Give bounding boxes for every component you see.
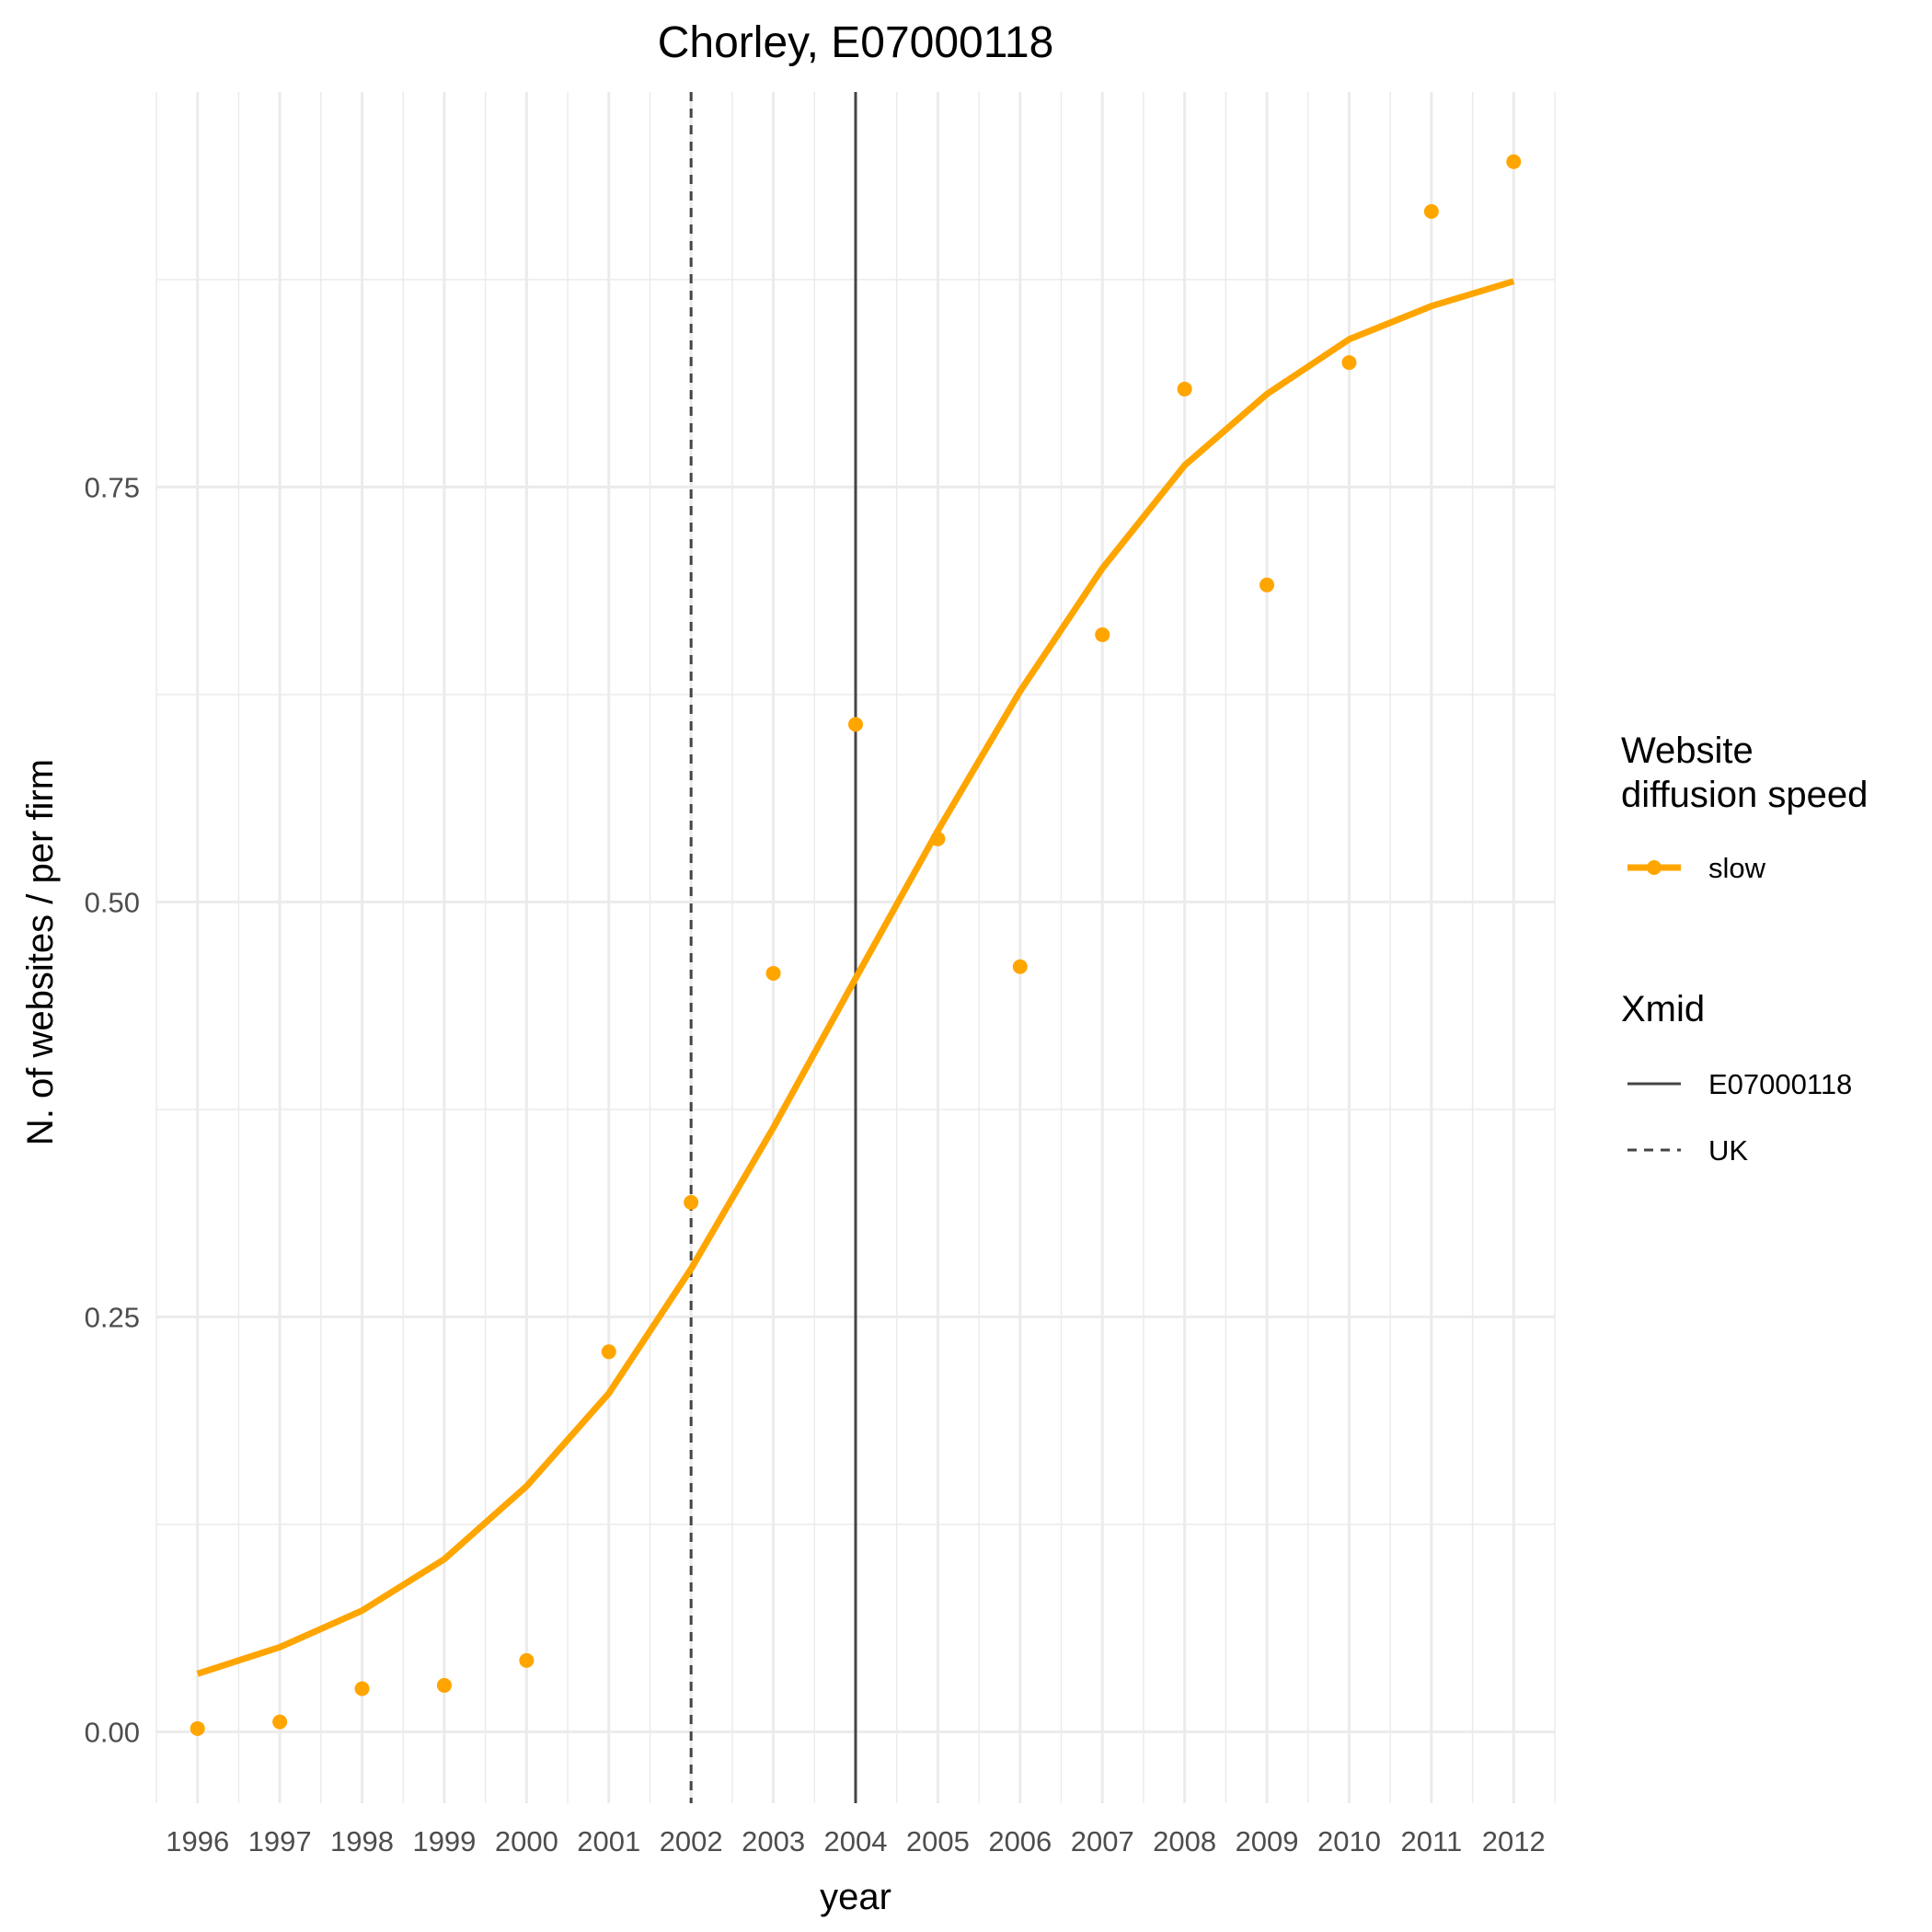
data-point-1996 — [190, 1720, 205, 1736]
x-tick-label: 2004 — [824, 1825, 888, 1857]
legend-title-xmid: Xmid — [1621, 989, 1705, 1029]
x-tick-label: 2005 — [906, 1825, 970, 1857]
y-tick-label: 0.75 — [85, 471, 140, 503]
y-axis-title: N. of websites / per firm — [20, 759, 61, 1145]
legend-label-slow: slow — [1708, 852, 1766, 884]
observed-points — [190, 154, 1522, 1736]
data-point-2008 — [1177, 381, 1192, 397]
y-tick-label: 0.00 — [85, 1716, 140, 1748]
x-tick-label: 1999 — [412, 1825, 476, 1857]
fitted-curve-slow — [196, 278, 1515, 1677]
data-point-2010 — [1341, 355, 1357, 371]
data-point-2009 — [1259, 577, 1275, 592]
plot-panel — [155, 92, 1556, 1803]
x-tick-label: 2009 — [1236, 1825, 1299, 1857]
x-tick-label: 1998 — [330, 1825, 394, 1857]
x-tick-label: 2000 — [495, 1825, 558, 1857]
x-tick-label: 1997 — [248, 1825, 312, 1857]
legend-key-point-slow — [1647, 860, 1662, 875]
data-point-2002 — [684, 1194, 699, 1210]
chart-title: Chorley, E07000118 — [658, 18, 1054, 67]
x-tick-label: 2003 — [742, 1825, 805, 1857]
reference-lines — [689, 92, 857, 1803]
x-tick-label: 2001 — [577, 1825, 640, 1857]
data-point-2012 — [1506, 154, 1522, 169]
data-point-1998 — [354, 1681, 370, 1696]
data-point-2000 — [519, 1652, 535, 1668]
data-point-2007 — [1095, 627, 1110, 642]
data-point-2005 — [930, 831, 946, 846]
x-tick-label: 2006 — [988, 1825, 1052, 1857]
legend-label-uk: UK — [1708, 1134, 1748, 1167]
minor-gridlines — [155, 92, 1556, 1803]
y-axis-tick-labels: 0.00 0.25 0.50 0.75 — [85, 471, 140, 1748]
x-axis-title: year — [820, 1877, 891, 1917]
data-point-2001 — [601, 1344, 616, 1360]
data-point-1999 — [436, 1677, 452, 1693]
x-tick-label: 2012 — [1482, 1825, 1546, 1857]
x-tick-label: 2007 — [1071, 1825, 1134, 1857]
y-tick-label: 0.50 — [85, 886, 140, 918]
x-axis-tick-labels: 1996 1997 1998 1999 2000 2001 2002 2003 2004 2005… — [166, 1825, 1546, 1857]
legend-title-diffusion-speed: Website — [1621, 730, 1754, 771]
x-tick-label: 2002 — [660, 1825, 723, 1857]
legend-title-diffusion-speed: diffusion speed — [1621, 775, 1868, 815]
legend-label-e07000118: E07000118 — [1708, 1068, 1852, 1100]
data-point-2004 — [848, 717, 863, 732]
x-tick-label: 2011 — [1401, 1825, 1463, 1857]
data-point-1997 — [272, 1714, 288, 1730]
data-point-2011 — [1423, 203, 1439, 219]
x-tick-label: 1996 — [166, 1825, 229, 1857]
y-tick-label: 0.25 — [85, 1301, 140, 1333]
data-point-2003 — [765, 965, 781, 981]
x-tick-label: 2010 — [1317, 1825, 1381, 1857]
data-point-2006 — [1012, 959, 1028, 974]
x-tick-label: 2008 — [1153, 1825, 1216, 1857]
